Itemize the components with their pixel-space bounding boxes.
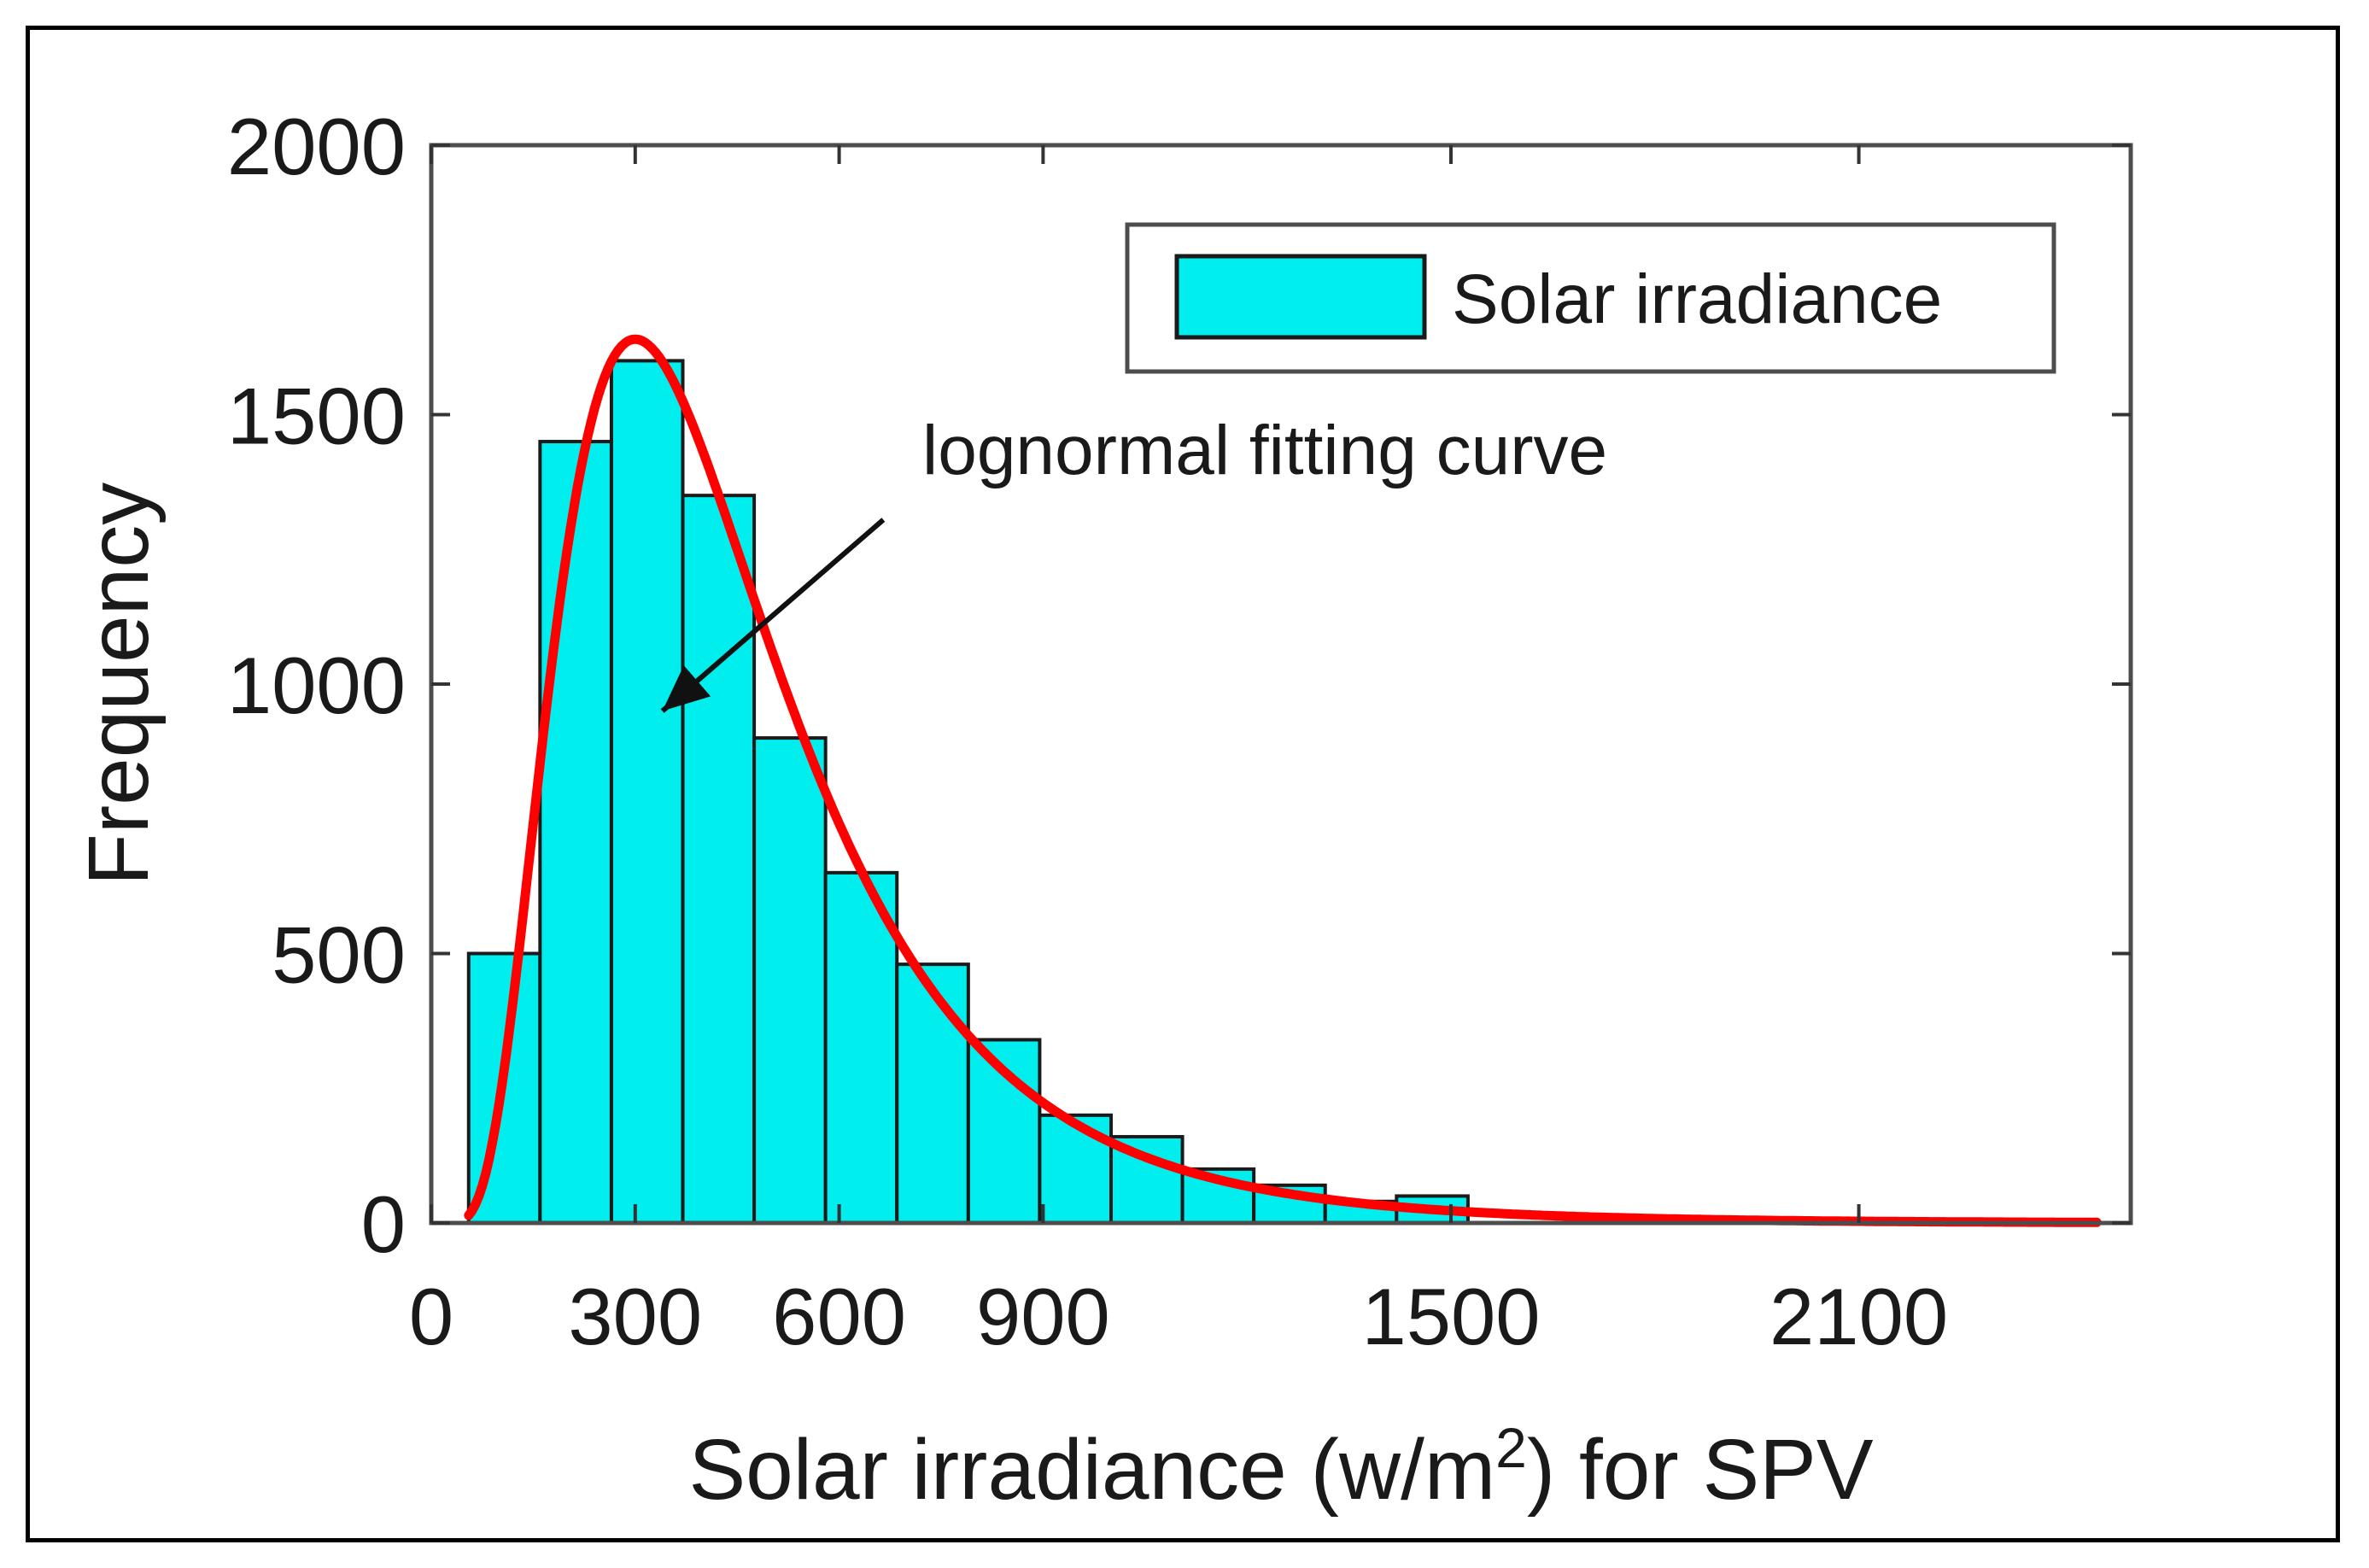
- tick-labels: 0 300 600 900 1500 2100 0 500 1000 1500 2000: [227, 102, 1948, 1361]
- histogram-bar-8: [1038, 1113, 1114, 1226]
- y-tick-label: 2000: [227, 102, 406, 191]
- histogram-bar-2: [609, 359, 685, 1225]
- legend: Solar irradiance: [1125, 222, 2056, 374]
- y-tick-label: 1500: [227, 372, 406, 461]
- histogram-bar-3: [681, 494, 757, 1225]
- axis-ticks: [430, 143, 2131, 1225]
- x-tick-label: 300: [568, 1272, 702, 1361]
- y-tick-label: 1000: [227, 641, 406, 730]
- y-axis-title: Frequency: [71, 483, 167, 886]
- histogram-bar-6: [895, 962, 970, 1225]
- x-axis-title: Solar irradiance (w/m2) for SPV: [688, 1416, 1873, 1518]
- legend-label: Solar irradiance: [1452, 260, 1942, 338]
- x-axis-title-superscript: 2: [1495, 1416, 1527, 1479]
- annotation: lognormal fitting curve: [660, 412, 1607, 713]
- x-tick-label: 1500: [1361, 1272, 1540, 1361]
- histogram-bar-4: [752, 736, 828, 1225]
- figure-frame: 0 300 600 900 1500 2100 0 500 1000 1500 2000 Solar…: [26, 26, 2340, 1542]
- x-axis-title-suffix: ) for SPV: [1527, 1422, 1874, 1518]
- histogram-bar-1: [538, 440, 613, 1225]
- legend-swatch: [1174, 254, 1427, 340]
- x-tick-label: 600: [772, 1272, 906, 1361]
- histogram-chart: 0 300 600 900 1500 2100 0 500 1000 1500 2000 Solar…: [71, 102, 2133, 1518]
- annotation-text: lognormal fitting curve: [922, 412, 1607, 489]
- annotation-arrow: [660, 518, 886, 713]
- x-axis-title-main: Solar irradiance (w/m: [688, 1422, 1495, 1518]
- y-tick-label: 0: [361, 1179, 406, 1269]
- x-tick-label: 0: [409, 1272, 453, 1361]
- y-tick-label: 500: [272, 910, 406, 1000]
- x-tick-label: 900: [976, 1272, 1110, 1361]
- histogram-bars: [466, 359, 1470, 1226]
- x-tick-label: 2100: [1769, 1272, 1948, 1361]
